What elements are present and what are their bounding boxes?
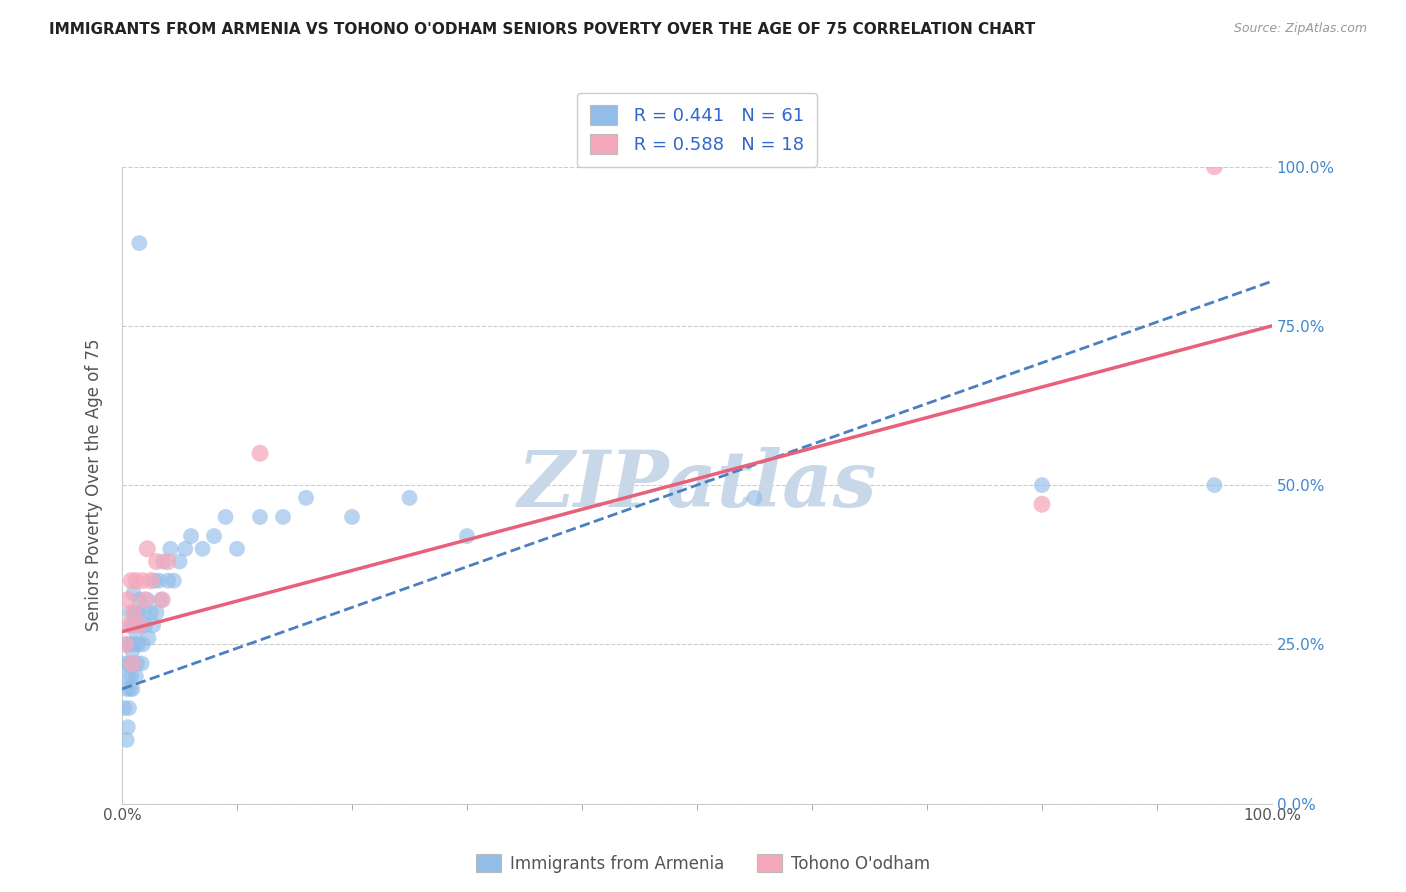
Point <box>131 657 153 671</box>
Point <box>120 606 142 620</box>
Point <box>340 510 363 524</box>
Point <box>132 574 155 588</box>
Point <box>125 657 148 671</box>
Point <box>115 681 138 696</box>
Point <box>132 606 155 620</box>
Point <box>157 555 180 569</box>
Point <box>134 618 156 632</box>
Point <box>121 681 143 696</box>
Point <box>249 446 271 460</box>
Point <box>118 701 141 715</box>
Point <box>122 586 145 600</box>
Point <box>163 574 186 588</box>
Point <box>125 669 148 683</box>
Point <box>249 510 271 524</box>
Point <box>117 592 139 607</box>
Point <box>122 657 145 671</box>
Point <box>129 618 152 632</box>
Point <box>145 555 167 569</box>
Point <box>744 491 766 505</box>
Point <box>191 541 214 556</box>
Point <box>169 555 191 569</box>
Point <box>125 624 148 639</box>
Point <box>136 541 159 556</box>
Point <box>456 529 478 543</box>
Point <box>127 637 149 651</box>
Point <box>150 592 173 607</box>
Point <box>398 491 420 505</box>
Point <box>226 541 249 556</box>
Point <box>125 606 148 620</box>
Point <box>121 657 143 671</box>
Text: IMMIGRANTS FROM ARMENIA VS TOHONO O'ODHAM SENIORS POVERTY OVER THE AGE OF 75 COR: IMMIGRANTS FROM ARMENIA VS TOHONO O'ODHA… <box>49 22 1035 37</box>
Point <box>295 491 318 505</box>
Point <box>114 637 136 651</box>
Point <box>122 606 145 620</box>
Point <box>124 606 146 620</box>
Point <box>128 235 150 250</box>
Point <box>120 681 142 696</box>
Point <box>114 657 136 671</box>
Point <box>117 637 139 651</box>
Point <box>121 644 143 658</box>
Point <box>1031 478 1053 492</box>
Point <box>122 618 145 632</box>
Point <box>120 637 142 651</box>
Point <box>139 606 162 620</box>
Point <box>134 592 156 607</box>
Point <box>120 618 142 632</box>
Point <box>214 510 236 524</box>
Point <box>150 592 173 607</box>
Point <box>118 618 141 632</box>
Point <box>1204 160 1226 174</box>
Text: Source: ZipAtlas.com: Source: ZipAtlas.com <box>1233 22 1367 36</box>
Point <box>138 631 160 645</box>
Point <box>180 529 202 543</box>
Point <box>1204 478 1226 492</box>
Point <box>120 574 142 588</box>
Point <box>157 574 180 588</box>
Legend:  R = 0.441   N = 61,  R = 0.588   N = 18: R = 0.441 N = 61, R = 0.588 N = 18 <box>578 93 817 167</box>
Point <box>117 720 139 734</box>
Point <box>117 669 139 683</box>
Y-axis label: Seniors Poverty Over the Age of 75: Seniors Poverty Over the Age of 75 <box>86 339 103 632</box>
Point <box>143 574 166 588</box>
Point <box>132 637 155 651</box>
Point <box>174 541 197 556</box>
Point <box>124 637 146 651</box>
Point <box>202 529 225 543</box>
Point <box>118 657 141 671</box>
Point <box>159 541 181 556</box>
Point <box>1031 497 1053 511</box>
Point <box>115 733 138 747</box>
Point <box>128 592 150 607</box>
Point <box>271 510 294 524</box>
Point <box>145 606 167 620</box>
Point <box>112 701 135 715</box>
Point <box>125 574 148 588</box>
Point <box>139 574 162 588</box>
Legend: Immigrants from Armenia, Tohono O'odham: Immigrants from Armenia, Tohono O'odham <box>470 847 936 880</box>
Point <box>128 618 150 632</box>
Point <box>120 669 142 683</box>
Text: ZIPatlas: ZIPatlas <box>517 447 877 524</box>
Point <box>142 618 165 632</box>
Point <box>136 592 159 607</box>
Point <box>152 555 174 569</box>
Point <box>148 574 170 588</box>
